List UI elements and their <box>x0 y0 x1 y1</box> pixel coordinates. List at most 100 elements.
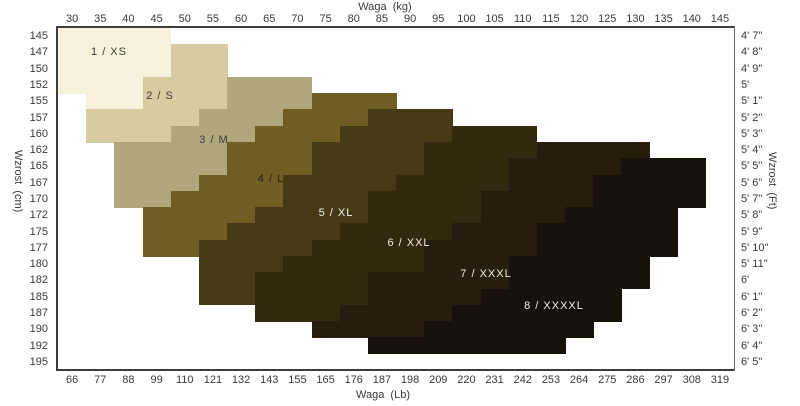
size-label: 8 / XXXXL <box>524 300 584 312</box>
size-label: 2 / S <box>146 90 174 102</box>
top-axis-tick-label: 135 <box>654 13 673 25</box>
size-region-cell <box>58 76 144 94</box>
left-axis-tick-label: 157 <box>29 111 48 124</box>
right-axis-tick-label: 5' <box>741 79 750 91</box>
right-axis-tick-label: 5' 5" <box>741 160 763 173</box>
right-axis-tick-label: 6' 3" <box>741 323 763 336</box>
left-axis-tick-label: 145 <box>29 30 48 43</box>
size-region-cell <box>58 60 172 78</box>
size-region-cell <box>339 223 453 241</box>
size-region-cell <box>142 239 200 257</box>
right-axis-tick-label: 5' 9" <box>741 225 763 238</box>
left-axis-tick-label: 177 <box>29 241 48 254</box>
left-axis-tick-label: 167 <box>29 176 48 189</box>
left-axis-tick-label: 195 <box>29 355 48 368</box>
size-region-cell <box>114 190 172 208</box>
top-axis-tick-label: 55 <box>206 13 220 25</box>
size-region-cell <box>114 158 228 176</box>
top-axis-tick-label: 60 <box>234 13 248 25</box>
bottom-axis-tick-label: 155 <box>288 374 307 386</box>
left-axis-tick-label: 192 <box>29 339 48 352</box>
bottom-axis-tick-label: 275 <box>598 374 617 386</box>
size-label: 6 / XXL <box>387 237 431 249</box>
size-region-cell <box>198 109 284 127</box>
size-label: 7 / XXXL <box>460 268 512 280</box>
top-axis-tick-label: 110 <box>513 13 532 25</box>
left-axis-tick-label: 172 <box>29 209 48 222</box>
top-axis-tick-label: 115 <box>542 13 560 25</box>
top-axis-tick-label: 130 <box>626 13 645 25</box>
size-label: 1 / XS <box>91 46 127 58</box>
bottom-axis-tick-label: 319 <box>710 374 730 386</box>
bottom-axis-tick-label: 77 <box>94 374 107 386</box>
bottom-axis-tick-label: 297 <box>654 374 673 386</box>
size-region-cell <box>339 125 453 143</box>
top-axis-tick-label: 45 <box>150 13 163 25</box>
top-axis-tick-label: 95 <box>432 13 445 25</box>
top-axis-tick-label: 65 <box>263 13 276 25</box>
left-axis-tick-label: 180 <box>29 258 48 271</box>
top-axis-tick-label: 30 <box>65 13 79 25</box>
top-axis-tick-label: 80 <box>347 13 360 25</box>
right-axis-tick-label: 4' 9" <box>741 62 763 75</box>
top-axis-tick-label: 125 <box>598 13 617 25</box>
size-region-cell <box>339 304 453 322</box>
size-region-cell <box>480 288 622 306</box>
bottom-axis-tick-label: 253 <box>541 374 561 386</box>
size-region-cell <box>227 223 341 241</box>
size-region-cell <box>593 190 707 208</box>
size-region-cell <box>255 272 369 290</box>
top-axis-tick-label: 140 <box>682 13 701 25</box>
size-region-cell <box>283 256 425 273</box>
size-region-cell <box>227 142 313 159</box>
size-region-cell <box>396 174 510 192</box>
bottom-axis-tick-label: 198 <box>400 374 420 386</box>
size-region-cell <box>142 207 256 225</box>
left-axis-tick-label: 147 <box>29 46 48 59</box>
size-region-cell <box>367 337 566 355</box>
size-region-cell <box>58 28 172 45</box>
size-region-cell <box>536 142 651 159</box>
right-axis-tick-label: 6' <box>741 274 750 287</box>
size-region-cell <box>283 109 369 127</box>
size-region-cell <box>86 93 144 111</box>
bottom-axis-tick-label: 66 <box>65 374 79 386</box>
bottom-axis-tick-label: 121 <box>203 374 223 386</box>
size-region-cell <box>480 190 594 208</box>
size-region-cell <box>198 288 256 306</box>
size-region-cell <box>424 142 538 159</box>
size-region-cell <box>227 158 313 176</box>
size-region-cell <box>255 207 369 225</box>
size-region-cell <box>114 142 228 159</box>
bottom-axis-tick-label: 110 <box>175 374 194 386</box>
size-region-cell <box>227 93 313 111</box>
size-region-cell <box>255 304 341 322</box>
bottom-axis-tick-label: 220 <box>457 374 476 386</box>
top-axis-tick-label: 75 <box>319 13 332 25</box>
size-region-cell <box>198 174 284 192</box>
bottom-axis-tick-label: 308 <box>682 374 701 386</box>
size-region-cell <box>311 142 425 159</box>
bottom-axis-tick-label: 99 <box>150 374 163 386</box>
size-region-cell <box>283 174 397 192</box>
left-axis-tick-label: 152 <box>29 79 48 91</box>
plot-top-border <box>56 26 735 28</box>
size-region-cell <box>142 223 228 241</box>
size-region-cell <box>114 174 200 192</box>
size-region-cell <box>86 109 200 127</box>
top-axis-title: Waga (kg) <box>358 1 412 13</box>
right-axis-tick-label: 6' 1" <box>741 290 763 303</box>
size-region-cell <box>283 190 369 208</box>
bottom-axis-tick-label: 132 <box>231 374 251 386</box>
right-axis-tick-label: 6' 5" <box>741 355 763 368</box>
left-axis-title: Wzrost (cm) <box>12 150 24 213</box>
size-region-cell <box>198 272 256 290</box>
size-region-cell <box>255 125 341 143</box>
size-region-cell <box>367 109 453 127</box>
size-region-cell <box>311 239 425 257</box>
left-axis-tick-label: 187 <box>29 307 48 319</box>
right-axis-tick-label: 5' 6" <box>741 176 763 189</box>
left-axis-tick-label: 162 <box>29 144 48 157</box>
size-region-cell <box>565 207 679 225</box>
right-axis-tick-label: 6' 4" <box>741 339 763 352</box>
